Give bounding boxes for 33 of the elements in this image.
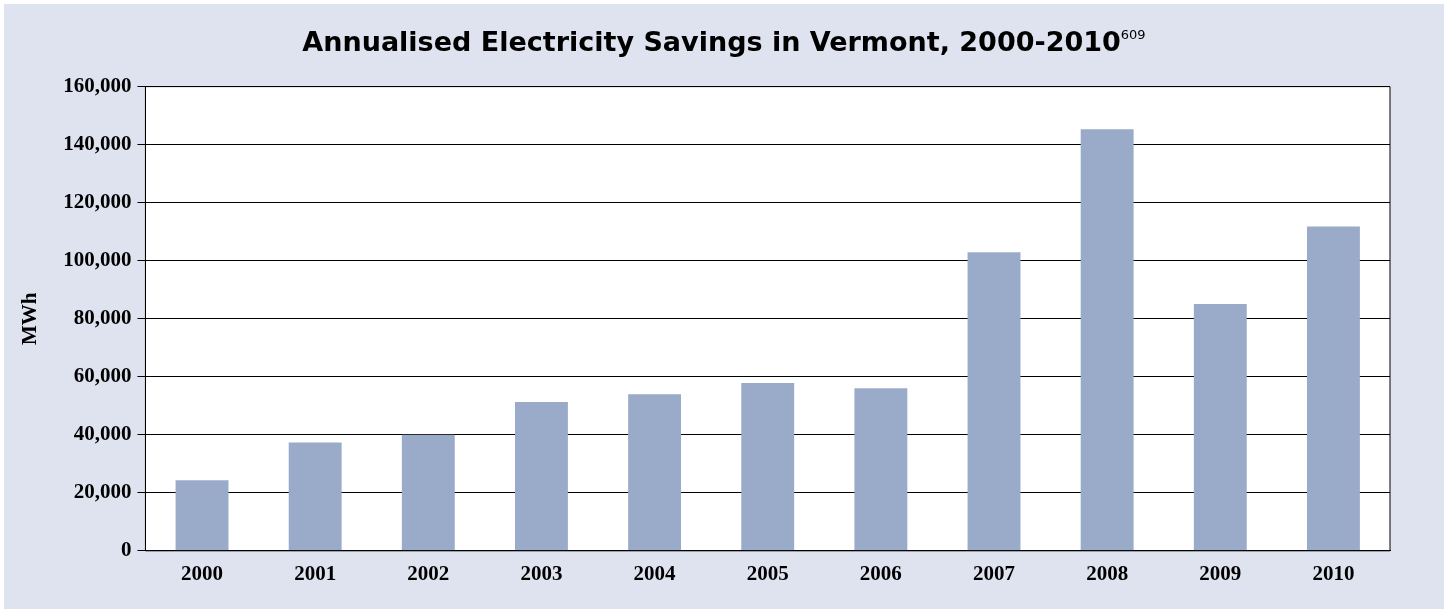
- y-tick-label: 140,000: [63, 131, 132, 156]
- y-axis-title: MWh: [17, 292, 42, 345]
- y-tick-label: 0: [120, 537, 132, 562]
- y-tick-label: 160,000: [63, 73, 132, 98]
- x-tick-label: 2004: [633, 560, 677, 585]
- bar: [288, 442, 342, 551]
- x-tick-label: 2008: [1086, 560, 1129, 585]
- x-tick-label: 2001: [294, 560, 337, 585]
- x-tick-label: 2007: [973, 560, 1016, 585]
- x-tick-label: 2010: [1312, 560, 1355, 585]
- bar: [1306, 226, 1360, 551]
- bar: [1080, 129, 1134, 551]
- y-tick-label: 100,000: [63, 247, 132, 272]
- bar: [515, 401, 568, 551]
- x-tick-label: 2009: [1199, 560, 1242, 585]
- y-tick-label: 40,000: [73, 421, 132, 446]
- bar: [854, 388, 908, 551]
- bar: [175, 480, 229, 551]
- x-tick-label: 2002: [407, 560, 450, 585]
- y-tick-label: 60,000: [73, 363, 132, 388]
- y-tick-label: 80,000: [73, 305, 132, 330]
- bar: [401, 434, 455, 551]
- x-tick-label: 2005: [746, 560, 789, 585]
- bar: [1193, 303, 1247, 551]
- y-tick-label: 20,000: [73, 479, 132, 504]
- y-tick-label: 120,000: [63, 189, 132, 214]
- chart-title: Annualised Electricity Savings in Vermont, 2000-2010$^{609}$: [301, 26, 1147, 57]
- x-tick-label: 2000: [181, 560, 224, 585]
- x-tick-label: 2006: [859, 560, 902, 585]
- bar: [628, 394, 682, 551]
- x-tick-label: 2003: [520, 560, 563, 585]
- bar: [967, 252, 1021, 551]
- bar: [741, 383, 795, 551]
